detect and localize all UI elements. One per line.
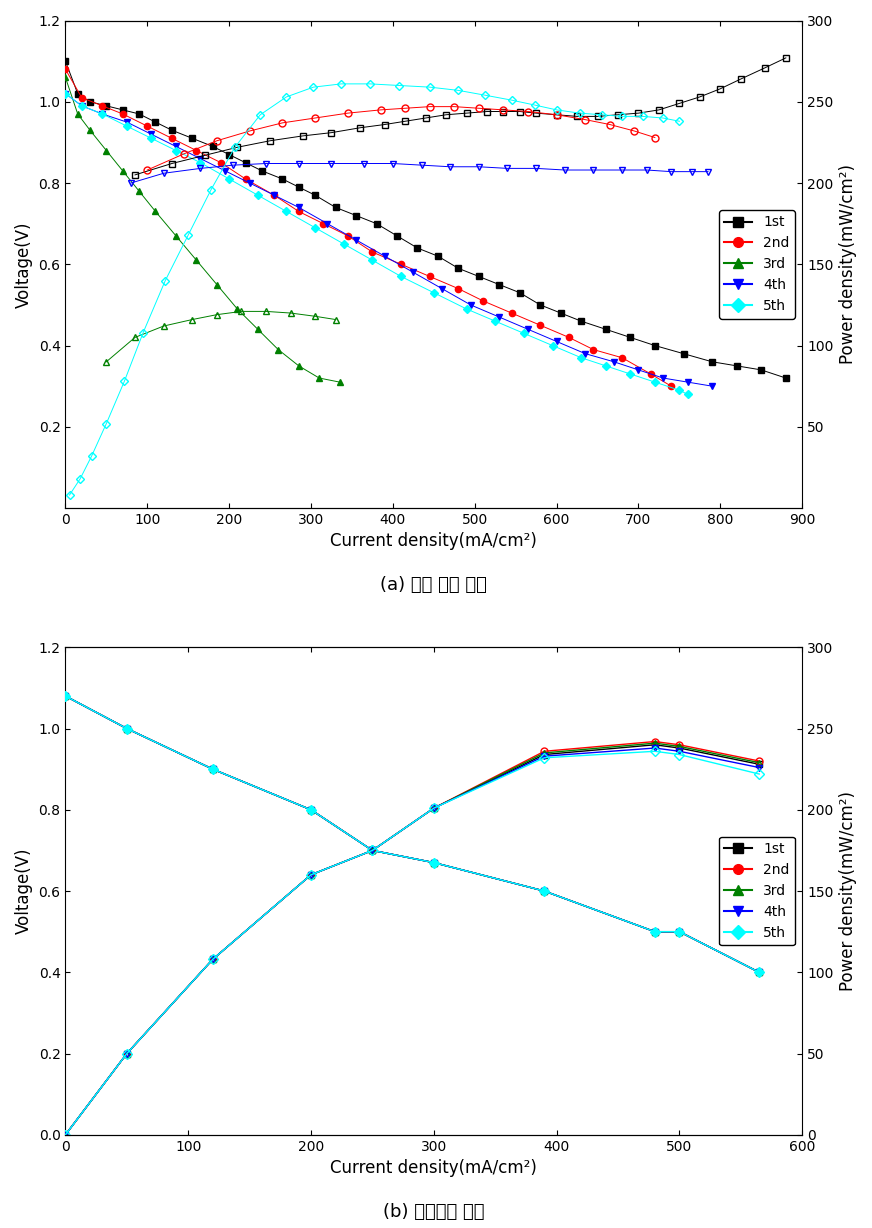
Y-axis label: Voltage(V): Voltage(V) [15,221,33,307]
Legend: 1st, 2nd, 3rd, 4th, 5th: 1st, 2nd, 3rd, 4th, 5th [719,210,795,319]
X-axis label: Current density(mA/cm²): Current density(mA/cm²) [330,533,537,550]
Text: (b) 수치해석 결과: (b) 수치해석 결과 [383,1203,485,1221]
Y-axis label: Power density(mW/cm²): Power density(mW/cm²) [839,165,857,365]
Y-axis label: Voltage(V): Voltage(V) [15,847,33,935]
Text: (a) 실제 실험 결과: (a) 실제 실험 결과 [380,576,487,594]
Legend: 1st, 2nd, 3rd, 4th, 5th: 1st, 2nd, 3rd, 4th, 5th [719,836,795,946]
Y-axis label: Power density(mW/cm²): Power density(mW/cm²) [839,791,857,991]
X-axis label: Current density(mA/cm²): Current density(mA/cm²) [330,1159,537,1178]
